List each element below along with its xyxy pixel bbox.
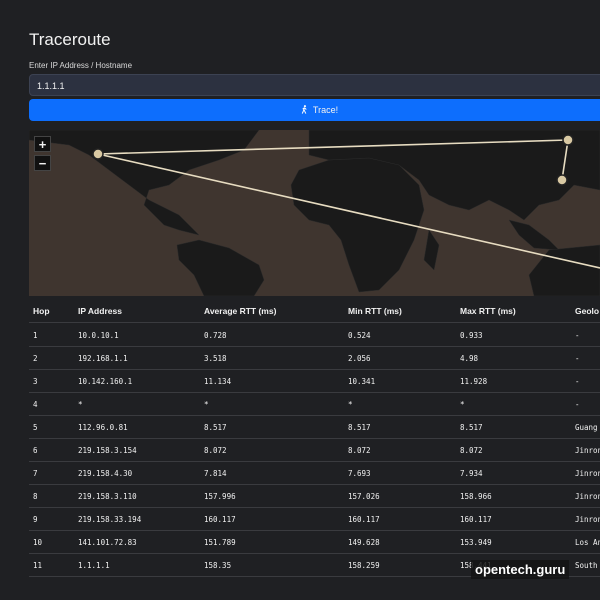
table-cell: Jinrong [575,446,600,455]
table-row: 1 10.0.10.1 0.728 0.524 0.933 - [29,324,600,347]
walk-icon [301,105,307,114]
table-cell: 7.934 [460,469,483,478]
table-cell: * [460,400,465,409]
table-cell: 5 [33,423,38,432]
table-cell: Jinrong [575,492,600,501]
table-row: 10 141.101.72.83 151.789 149.628 153.949 Los … [29,531,600,554]
table-cell: - [575,354,580,363]
table-row: 5 112.96.0.81 8.517 8.517 8.517 Guang [29,416,600,439]
trace-button[interactable]: Trace! [29,99,600,121]
table-cell: 7 [33,469,38,478]
table-cell: - [575,331,580,340]
table-cell: 0.524 [348,331,371,340]
table-cell: 2 [33,354,38,363]
table-row: 9 219.158.33.194 160.117 160.117 160.117 Jinr… [29,508,600,531]
table-cell: 219.158.4.30 [78,469,133,478]
table-cell: 0.933 [460,331,483,340]
table-cell: - [575,377,580,386]
column-header: Geolo [575,306,600,316]
table-cell: 3 [33,377,38,386]
table-cell: 4 [33,400,38,409]
table-cell: - [575,400,580,409]
table-cell: 3.518 [204,354,227,363]
table-cell: 8.517 [460,423,483,432]
table-cell: 1 [33,331,38,340]
table-cell: 6 [33,446,38,455]
table-cell: 158.35 [204,561,232,570]
page-title: Traceroute [29,30,111,49]
table-cell: 8.517 [204,423,227,432]
table-cell: 9 [33,515,38,524]
route-map[interactable] [29,130,600,296]
table-cell: 10.142.160.1 [78,377,133,386]
table-cell: 219.158.3.154 [78,446,137,455]
column-header: IP Address [78,306,122,316]
table-cell: 1.1.1.1 [78,561,110,570]
zoom-in-button[interactable]: + [34,136,51,152]
table-cell: 0.728 [204,331,227,340]
host-input[interactable]: 1.1.1.1 [29,74,600,96]
table-cell: 158.966 [460,492,492,501]
table-cell: 157.996 [204,492,236,501]
table-cell: 11.928 [460,377,488,386]
table-cell: * [204,400,209,409]
table-cell: 10.0.10.1 [78,331,119,340]
table-cell: * [348,400,353,409]
table-cell: 149.628 [348,538,380,547]
table-cell: 160.117 [204,515,236,524]
table-cell: 8.517 [348,423,371,432]
zoom-out-button[interactable]: − [34,155,51,171]
table-cell: 2.056 [348,354,371,363]
table-cell: Jinrong [575,515,600,524]
table-cell: 192.168.1.1 [78,354,128,363]
table-cell: 158.259 [348,561,380,570]
table-header-row: Hop IP Address Average RTT (ms) Min RTT (ms… [29,300,600,323]
table-cell: 8 [33,492,38,501]
column-header: Hop [33,306,50,316]
table-cell: South [575,561,598,570]
table-cell: 141.101.72.83 [78,538,137,547]
input-label: Enter IP Address / Hostname [29,61,133,70]
table-cell: Guang [575,423,598,432]
table-cell: 8.072 [204,446,227,455]
table-row: 2 192.168.1.1 3.518 2.056 4.98 - [29,347,600,370]
table-cell: 160.117 [348,515,380,524]
table-cell: 219.158.33.194 [78,515,142,524]
table-cell: Jinrong [575,469,600,478]
table-cell: 8.072 [348,446,371,455]
table-cell: 153.949 [460,538,492,547]
table-cell: Los An [575,538,600,547]
table-row: 6 219.158.3.154 8.072 8.072 8.072 Jinrong [29,439,600,462]
table-row: 3 10.142.160.1 11.134 10.341 11.928 - [29,370,600,393]
table-cell: * [78,400,83,409]
table-cell: 7.814 [204,469,227,478]
table-cell: 219.158.3.110 [78,492,137,501]
column-header: Max RTT (ms) [460,306,516,316]
table-row: 7 219.158.4.30 7.814 7.693 7.934 Jinrong [29,462,600,485]
table-cell: 4.98 [460,354,479,363]
table-cell: 157.026 [348,492,380,501]
table-row: 4 * * * * - [29,393,600,416]
table-cell: 160.117 [460,515,492,524]
column-header: Average RTT (ms) [204,306,277,316]
table-cell: 10.341 [348,377,376,386]
table-cell: 151.789 [204,538,236,547]
table-cell: 8.072 [460,446,483,455]
table-cell: 112.96.0.81 [78,423,128,432]
table-cell: 11 [33,561,43,570]
trace-button-label: Trace! [312,105,339,115]
column-header: Min RTT (ms) [348,306,402,316]
table-cell: 10 [33,538,43,547]
watermark: opentech.guru [471,560,570,579]
table-row: 8 219.158.3.110 157.996 157.026 158.966 Jinro… [29,485,600,508]
table-cell: 7.693 [348,469,371,478]
table-cell: 11.134 [204,377,232,386]
